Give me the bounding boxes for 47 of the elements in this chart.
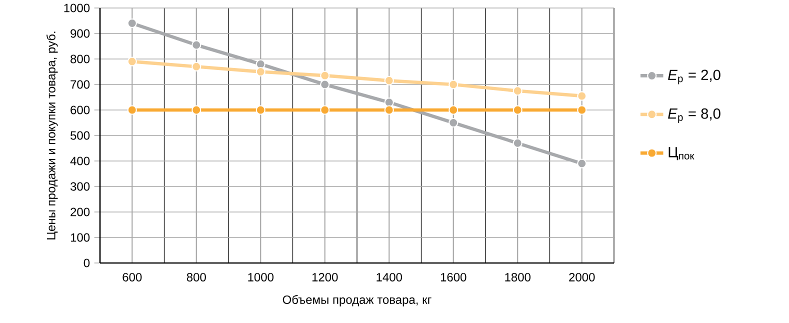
y-tick-label: 900 — [70, 29, 90, 38]
point — [512, 86, 522, 96]
point — [448, 118, 458, 128]
point — [256, 105, 266, 115]
point — [384, 76, 394, 86]
point — [127, 18, 137, 28]
point — [127, 56, 137, 66]
y-tick-label: 200 — [70, 208, 90, 216]
y-tick-label: 400 — [70, 156, 90, 166]
point — [192, 105, 202, 115]
y-axis-title: Цены продажи и покупки товара, руб. — [46, 32, 58, 240]
y-tick-label: 1000 — [64, 4, 90, 12]
point — [192, 40, 202, 50]
x-tick-label: 1200 — [312, 272, 338, 282]
x-tick-label: 1600 — [440, 272, 466, 282]
y-tick-label: 800 — [70, 54, 90, 64]
x-tick-label: 2000 — [569, 272, 595, 282]
point — [320, 105, 330, 115]
x-tick-label: 800 — [186, 272, 206, 282]
point — [384, 105, 394, 115]
legend-label: E$_{p}$ = 8,0 — [668, 108, 720, 123]
point — [192, 62, 202, 72]
point — [512, 105, 522, 115]
point — [320, 80, 330, 90]
point — [448, 105, 458, 115]
point — [577, 158, 587, 168]
point — [448, 80, 458, 90]
point — [127, 105, 137, 115]
x-tick-label: 600 — [122, 272, 142, 282]
point — [577, 91, 587, 101]
point — [512, 138, 522, 148]
y-tick-label: 500 — [70, 131, 90, 140]
point — [320, 70, 330, 80]
point — [577, 105, 587, 115]
x-axis-title: Объемы продаж товара, кг — [282, 295, 432, 306]
legend-label: Ц$_{пок}$ — [668, 147, 694, 160]
y-tick-label: 700 — [70, 80, 90, 89]
y-tick-label: 300 — [70, 182, 90, 191]
x-tick-label: 1800 — [505, 272, 531, 282]
x-tick-label: 1000 — [248, 272, 274, 282]
point — [256, 66, 266, 77]
y-tick-label: 0 — [84, 258, 90, 268]
y-tick-label: 600 — [70, 106, 90, 114]
point — [384, 98, 394, 108]
legend-label: E$_{p}$ = 2,0 — [668, 70, 720, 84]
x-tick-label: 1400 — [376, 272, 402, 282]
y-tick-label: 100 — [70, 233, 90, 242]
